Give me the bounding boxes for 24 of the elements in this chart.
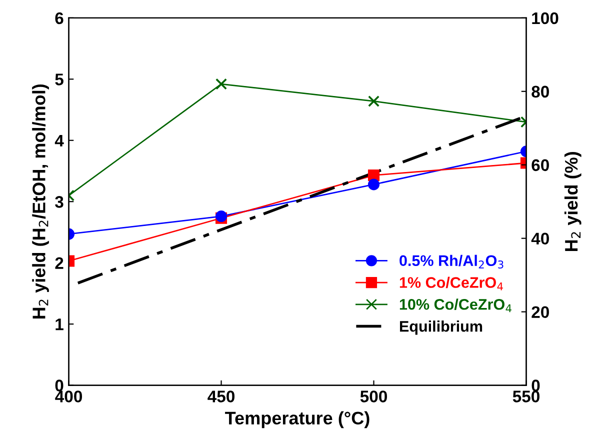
legend-label: 0.5% Rh/Al$_{2}$O$_{3}$	[400, 254, 504, 269]
y-tick-label: 2	[55, 257, 64, 269]
x-tick-label: 550	[512, 390, 540, 402]
legend-label: 1% Co/CeZrO$_{4}$	[400, 276, 503, 290]
y2-axis-title: H$_{2}$ yield (%)	[564, 152, 582, 251]
y-axis-title: H$_{2}$ yield (H$_{2}$/EtOH, mol/mol)	[32, 84, 49, 318]
y2-tick-label: 60	[532, 159, 549, 172]
y2-tick-label: 40	[531, 232, 549, 245]
y2-tick-label: 80	[532, 86, 549, 98]
x-tick-label: 500	[360, 390, 387, 402]
y-tick-label: 3	[55, 196, 64, 208]
y2-tick-label: 20	[532, 306, 549, 318]
legend-label: Equilibrium	[400, 320, 482, 335]
legend-label: 10% Co/CeZrO$_{4}$	[400, 298, 512, 312]
x-tick-label: 450	[208, 390, 234, 402]
y2-tick-label: 100	[532, 12, 558, 24]
y-tick-label: 0	[55, 380, 64, 392]
x-tick-label: 400	[55, 390, 82, 402]
x-axis-title: Temperature (°C)	[225, 411, 370, 428]
y-tick-label: 6	[55, 12, 64, 24]
y-tick-label: 5	[55, 74, 64, 86]
y-tick-label: 4	[54, 134, 64, 146]
y2-tick-label: 0	[532, 380, 540, 392]
y-tick-label: 1	[56, 318, 64, 330]
